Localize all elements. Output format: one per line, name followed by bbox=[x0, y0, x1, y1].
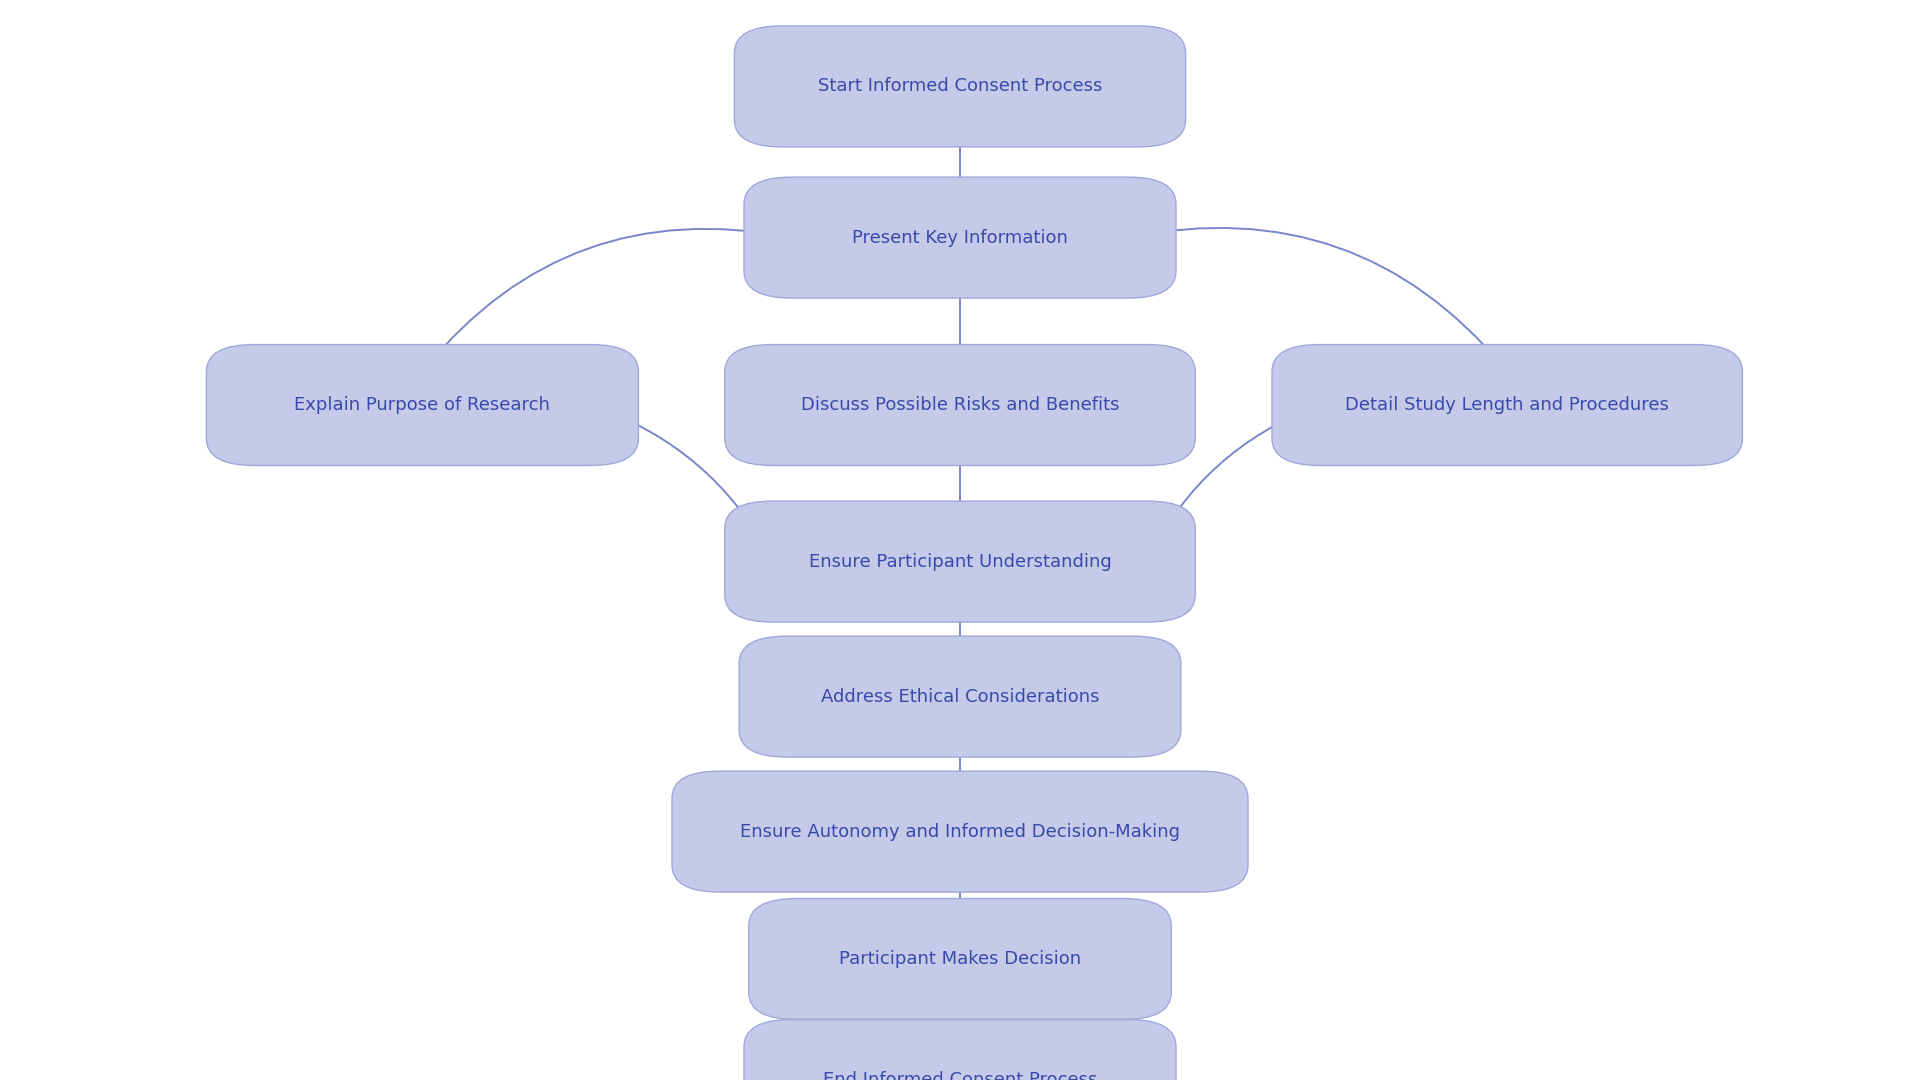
FancyBboxPatch shape bbox=[207, 345, 637, 465]
Text: Ensure Autonomy and Informed Decision-Making: Ensure Autonomy and Informed Decision-Ma… bbox=[739, 823, 1181, 840]
FancyBboxPatch shape bbox=[724, 345, 1194, 465]
FancyBboxPatch shape bbox=[733, 26, 1185, 147]
Text: Address Ethical Considerations: Address Ethical Considerations bbox=[820, 688, 1100, 705]
FancyBboxPatch shape bbox=[672, 771, 1248, 892]
Text: Participant Makes Decision: Participant Makes Decision bbox=[839, 950, 1081, 968]
Text: Explain Purpose of Research: Explain Purpose of Research bbox=[294, 396, 551, 414]
FancyBboxPatch shape bbox=[743, 1020, 1175, 1080]
Text: Start Informed Consent Process: Start Informed Consent Process bbox=[818, 78, 1102, 95]
Text: Present Key Information: Present Key Information bbox=[852, 229, 1068, 246]
Text: End Informed Consent Process: End Informed Consent Process bbox=[824, 1071, 1096, 1080]
Text: Ensure Participant Understanding: Ensure Participant Understanding bbox=[808, 553, 1112, 570]
Text: Detail Study Length and Procedures: Detail Study Length and Procedures bbox=[1346, 396, 1668, 414]
FancyBboxPatch shape bbox=[1271, 345, 1741, 465]
FancyBboxPatch shape bbox=[743, 177, 1175, 298]
FancyBboxPatch shape bbox=[724, 501, 1194, 622]
FancyBboxPatch shape bbox=[749, 899, 1171, 1020]
FancyBboxPatch shape bbox=[739, 636, 1181, 757]
Text: Discuss Possible Risks and Benefits: Discuss Possible Risks and Benefits bbox=[801, 396, 1119, 414]
